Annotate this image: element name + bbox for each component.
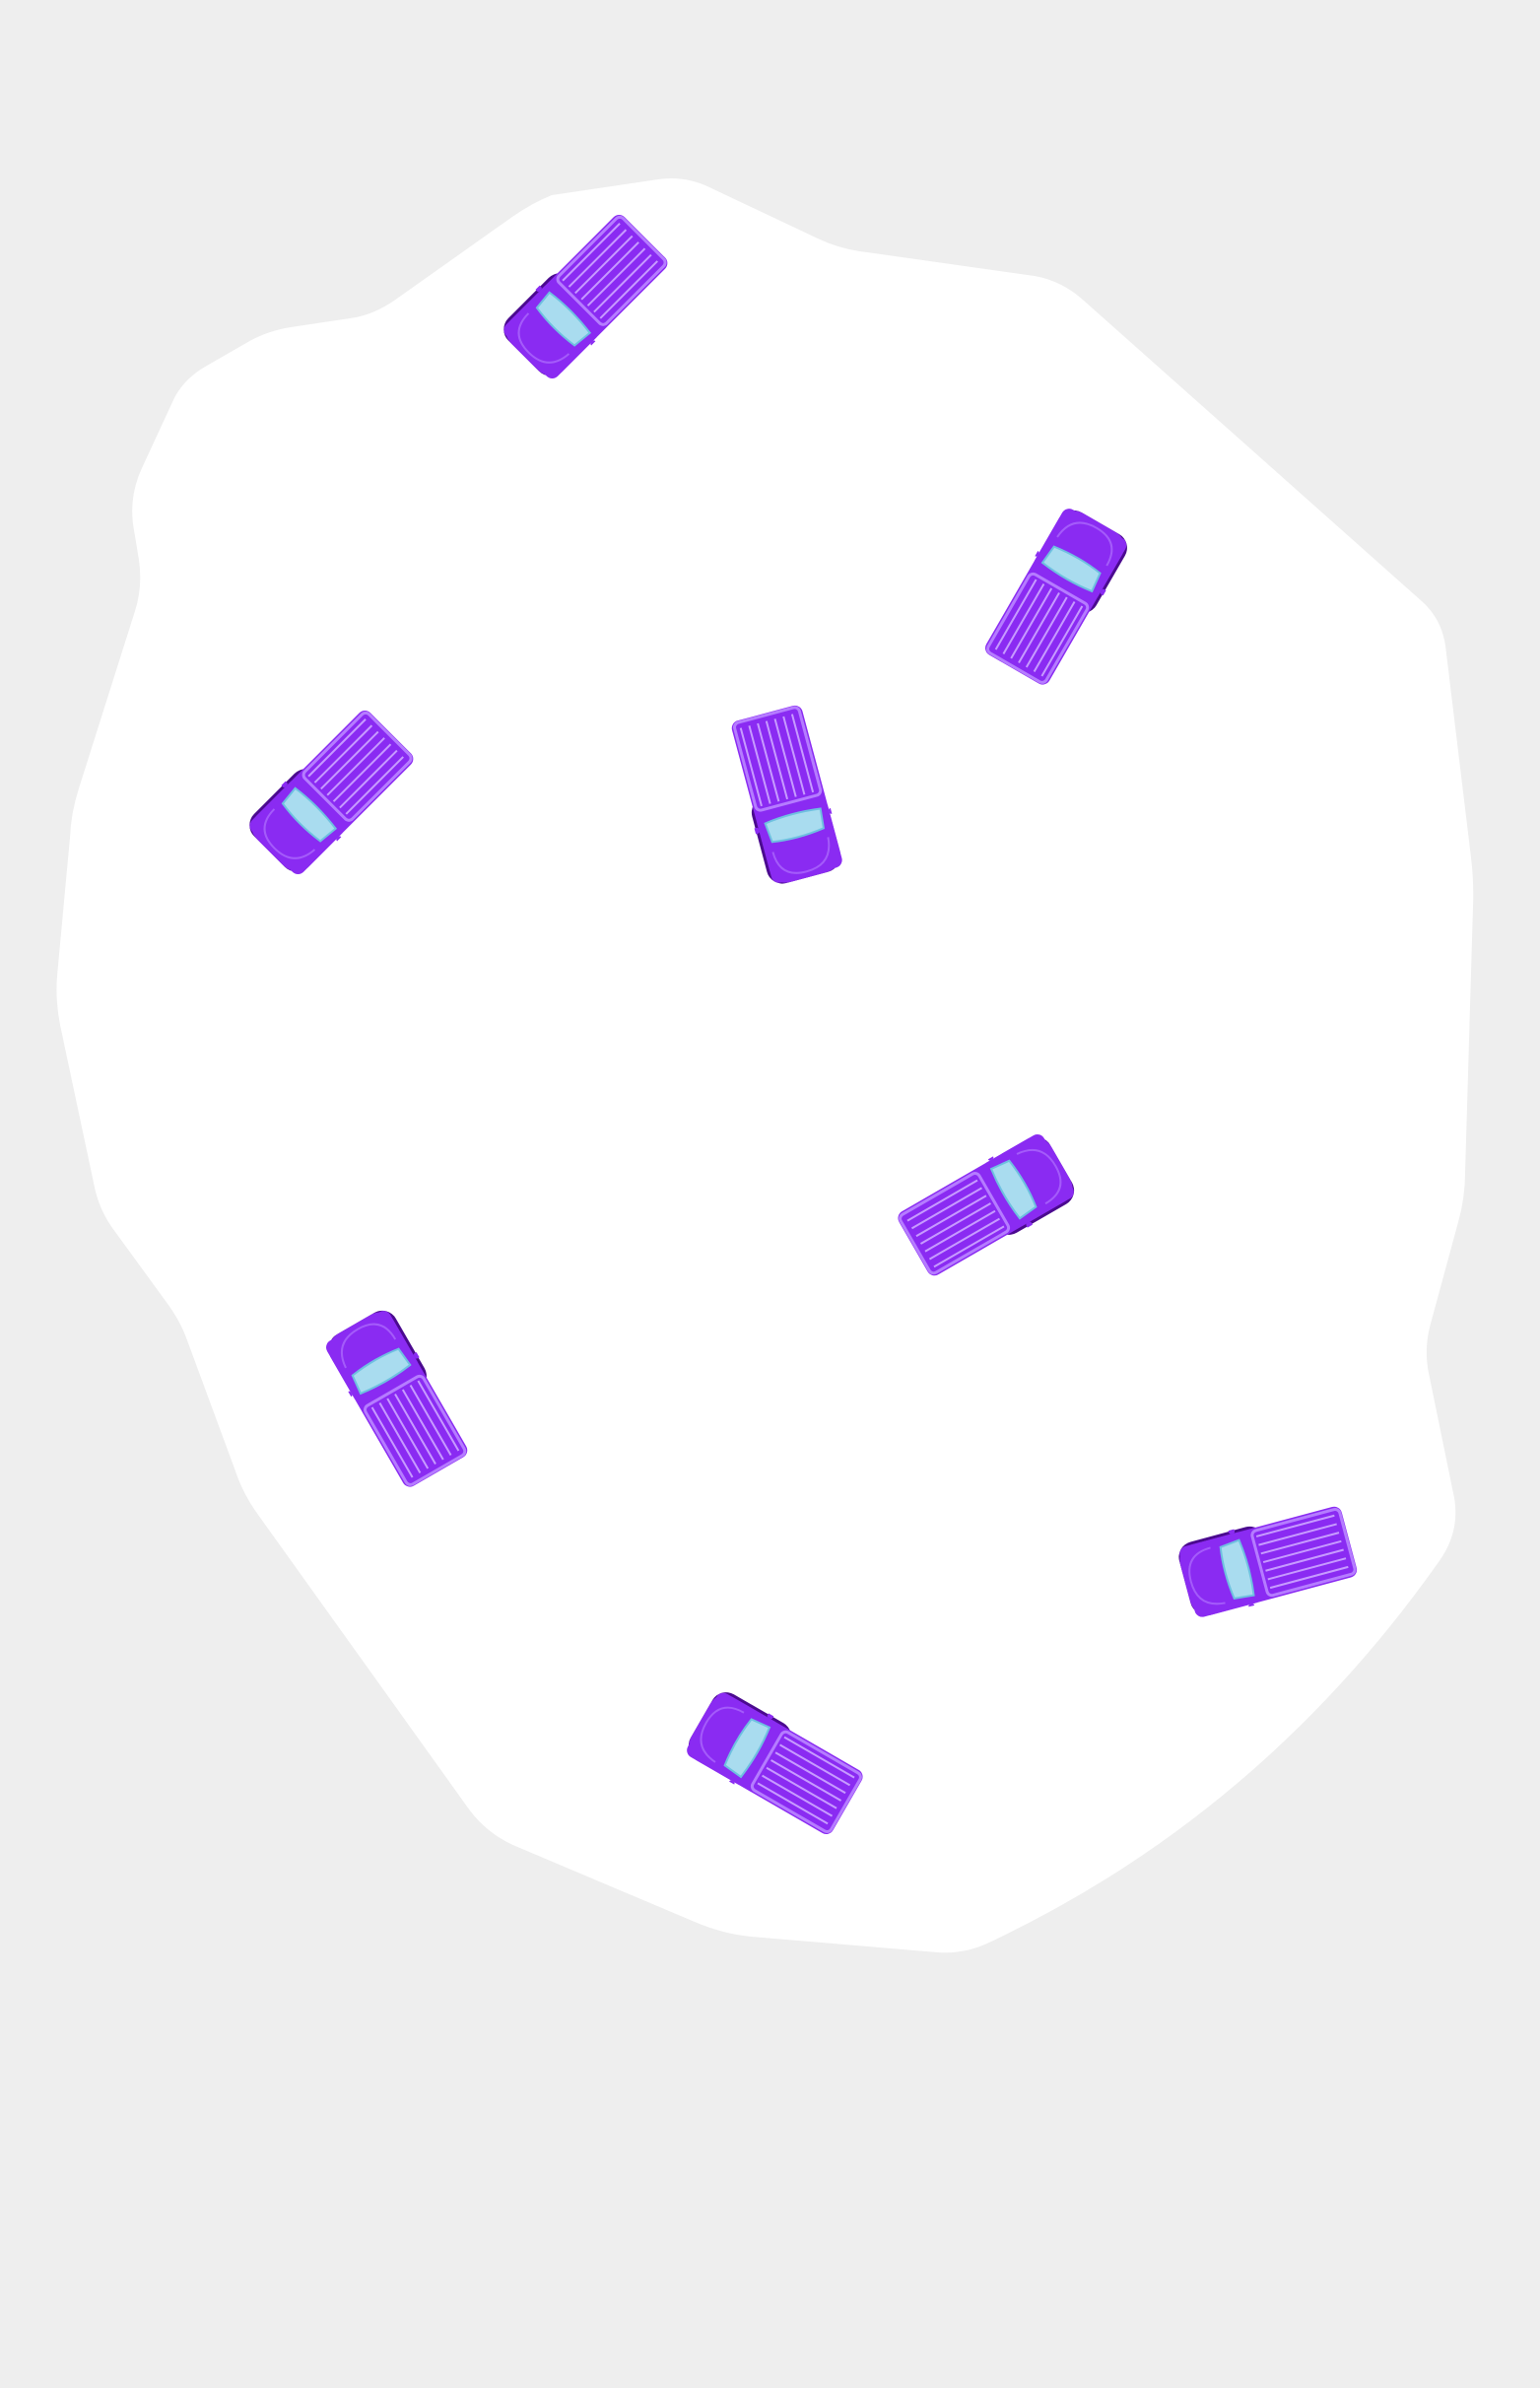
parking-lot-area (56, 178, 1473, 1952)
